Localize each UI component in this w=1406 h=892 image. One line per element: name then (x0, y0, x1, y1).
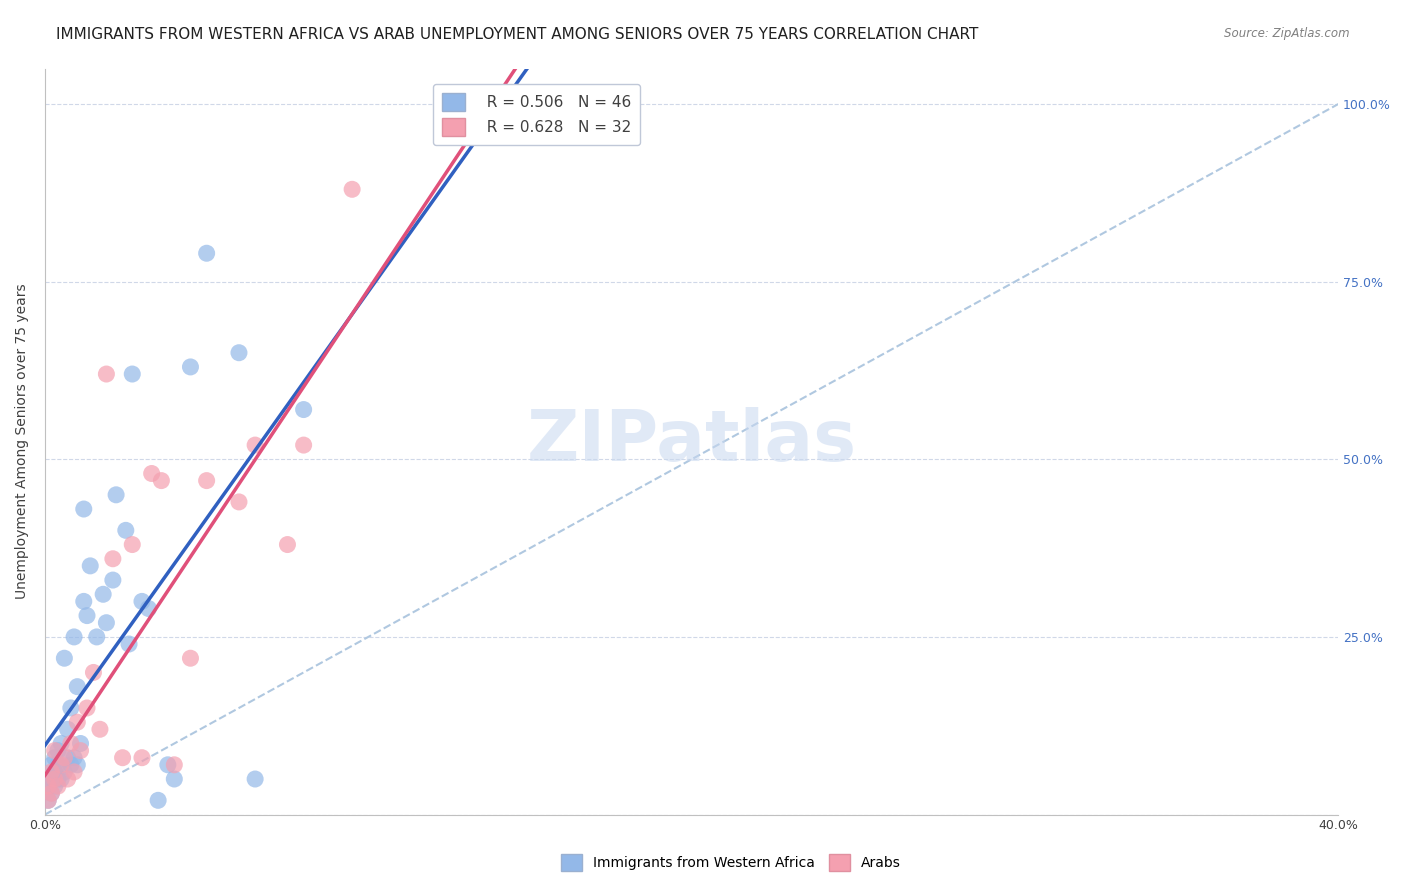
Y-axis label: Unemployment Among Seniors over 75 years: Unemployment Among Seniors over 75 years (15, 284, 30, 599)
Point (59, 701, 82, 715)
Point (44, 750, 66, 764)
Point (118, 637, 141, 651)
Point (111, 750, 134, 764)
Point (146, 793, 169, 807)
Point (276, 537, 298, 551)
Point (44, 764, 66, 779)
Point (66, 680, 89, 694)
Point (37, 793, 59, 807)
Point (101, 573, 124, 587)
Point (46, 772, 69, 786)
Point (179, 651, 201, 665)
Point (56, 723, 79, 737)
Point (292, 402, 315, 417)
Point (49, 737, 72, 751)
Point (101, 551, 124, 566)
Text: IMMIGRANTS FROM WESTERN AFRICA VS ARAB UNEMPLOYMENT AMONG SENIORS OVER 75 YEARS : IMMIGRANTS FROM WESTERN AFRICA VS ARAB U… (56, 27, 979, 42)
Point (49, 757, 72, 772)
Point (96, 615, 118, 630)
Point (69, 737, 91, 751)
Point (41, 757, 63, 772)
Point (179, 359, 201, 374)
Point (41, 764, 63, 779)
Point (44, 772, 66, 786)
Point (195, 474, 218, 488)
Point (56, 750, 79, 764)
Point (44, 779, 66, 793)
Point (37, 793, 59, 807)
Legend: Immigrants from Western Africa, Arabs: Immigrants from Western Africa, Arabs (555, 848, 907, 876)
Point (228, 495, 250, 509)
Point (41, 772, 63, 786)
Point (89, 723, 111, 737)
Point (73, 502, 96, 516)
Point (44, 743, 66, 757)
Point (150, 474, 173, 488)
Point (79, 558, 101, 573)
Text: Source: ZipAtlas.com: Source: ZipAtlas.com (1225, 27, 1350, 40)
Legend:   R = 0.506   N = 46,   R = 0.628   N = 32: R = 0.506 N = 46, R = 0.628 N = 32 (433, 84, 640, 145)
Point (69, 743, 91, 757)
Point (228, 345, 250, 359)
Point (46, 779, 69, 793)
Point (76, 701, 98, 715)
Point (63, 750, 86, 764)
Point (114, 524, 136, 538)
Point (131, 750, 153, 764)
Point (340, 182, 363, 196)
Point (53, 764, 76, 779)
Point (141, 467, 163, 481)
Point (46, 743, 69, 757)
Point (195, 246, 218, 260)
Point (53, 651, 76, 665)
Text: ZIPatlas: ZIPatlas (527, 407, 856, 476)
Point (37, 779, 59, 793)
Point (121, 367, 143, 381)
Point (156, 757, 179, 772)
Point (138, 601, 160, 615)
Point (82, 665, 104, 680)
Point (41, 786, 63, 800)
Point (86, 630, 108, 644)
Point (121, 537, 143, 551)
Point (59, 737, 82, 751)
Point (53, 750, 76, 764)
Point (96, 367, 118, 381)
Point (76, 608, 98, 623)
Point (46, 757, 69, 772)
Point (163, 757, 186, 772)
Point (292, 438, 315, 452)
Point (41, 786, 63, 800)
Point (66, 715, 89, 730)
Point (63, 630, 86, 644)
Point (59, 757, 82, 772)
Point (63, 764, 86, 779)
Point (243, 772, 266, 786)
Point (163, 772, 186, 786)
Point (37, 779, 59, 793)
Point (49, 772, 72, 786)
Point (105, 488, 128, 502)
Point (66, 757, 89, 772)
Point (131, 594, 153, 608)
Point (91, 587, 114, 601)
Point (73, 594, 96, 608)
Point (56, 772, 79, 786)
Point (243, 438, 266, 452)
